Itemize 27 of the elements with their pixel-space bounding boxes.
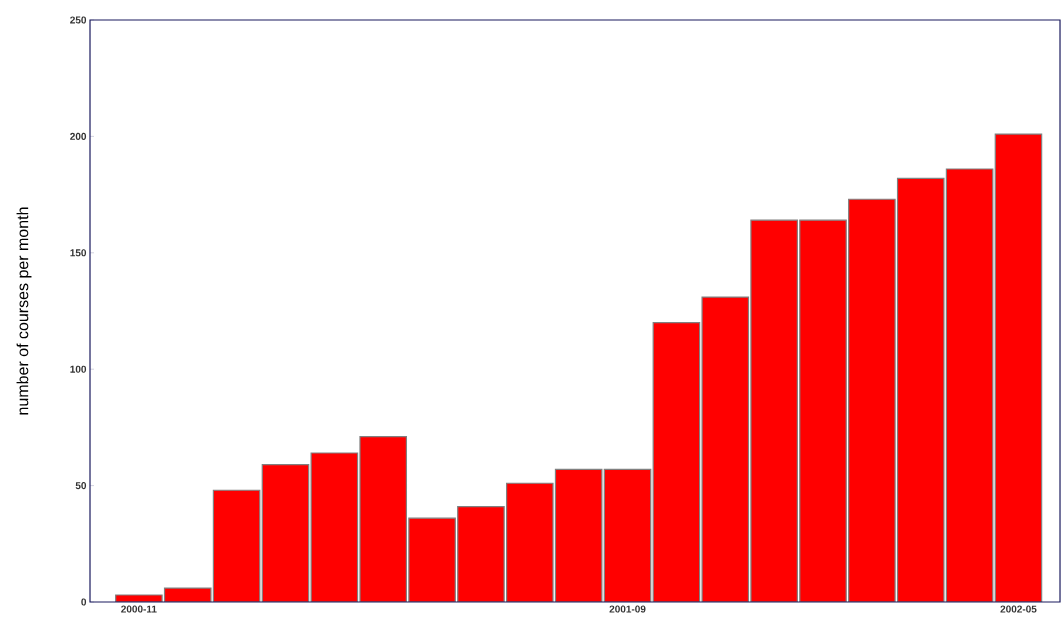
x-tick-label: 2001-09: [609, 605, 646, 613]
y-tick-label: 100: [70, 365, 87, 373]
bar: [848, 199, 896, 602]
bar: [994, 133, 1043, 602]
y-tick-label: 50: [75, 482, 87, 490]
bar: [359, 436, 407, 602]
y-tick-label: 200: [70, 132, 87, 140]
bar: [262, 464, 309, 602]
bar: [457, 506, 505, 602]
bar: [799, 220, 847, 602]
x-tick-label: 2000-11: [121, 605, 157, 613]
bar: [408, 518, 456, 602]
bar: [311, 453, 358, 602]
bar: [213, 490, 260, 602]
bar: [750, 220, 798, 602]
x-tick-label: 2002-05: [1000, 605, 1037, 613]
bar: [555, 469, 602, 602]
y-tick-label: 250: [70, 16, 87, 24]
bar: [653, 322, 700, 602]
y-tick-label: 0: [81, 598, 87, 606]
bar: [702, 297, 749, 602]
y-axis-title: number of courses per month: [16, 207, 32, 415]
y-tick-label: 150: [70, 249, 87, 257]
bar: [946, 168, 993, 602]
bar: [897, 178, 944, 602]
bar: [506, 483, 554, 602]
bar: [604, 469, 651, 602]
